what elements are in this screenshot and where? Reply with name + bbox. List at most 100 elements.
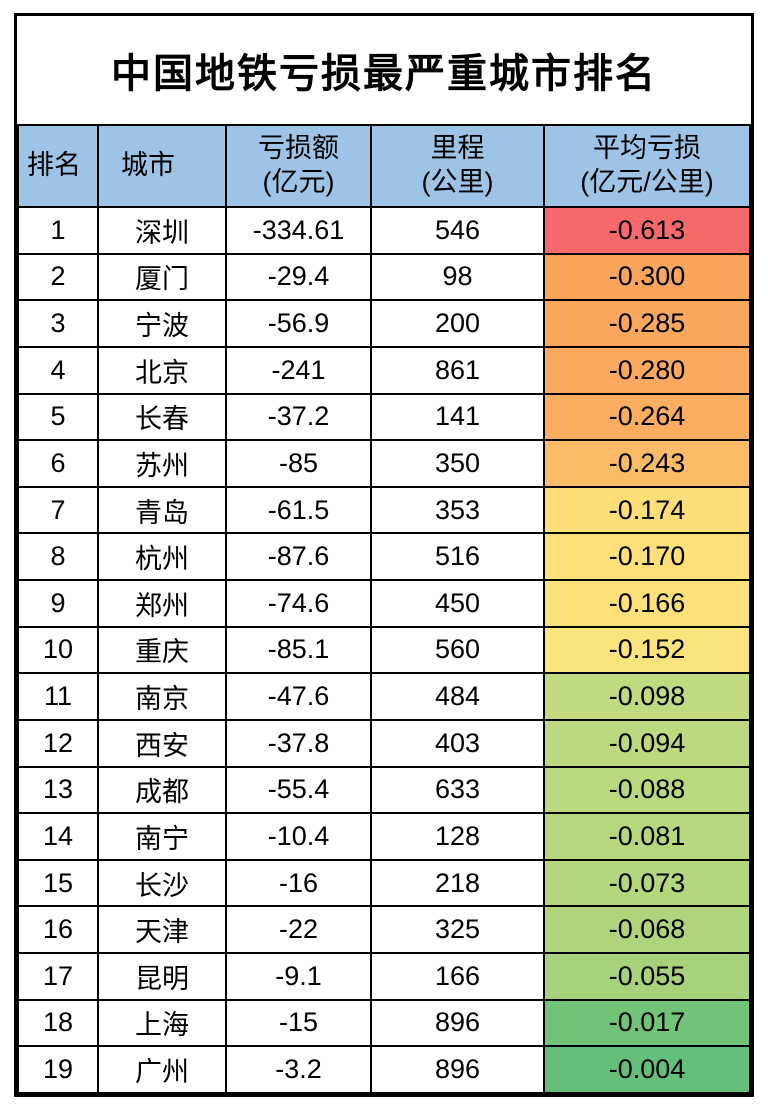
rank-cell: 13 [17,765,99,815]
avg-loss-cell: -0.068 [543,905,751,954]
header-avg-loss-line2: (亿元/公里) [580,167,714,197]
loss-cell: -61.5 [225,485,372,535]
rank-cell: 17 [17,952,99,1001]
rank-cell: 3 [17,299,99,348]
avg-loss-cell: -0.264 [543,392,751,442]
city-cell: 南京 [97,672,227,721]
loss-cell: -334.61 [225,206,372,255]
mileage-cell: 350 [370,439,545,488]
avg-loss-cell: -0.017 [543,998,751,1048]
table-row: 10 重庆 -85.1 560 -0.152 [17,625,751,675]
header-mileage-line1: 里程 [430,133,485,164]
avg-loss-cell: -0.170 [543,532,751,581]
table-row: 4 北京 -241 861 -0.280 [17,345,751,395]
table-row: 6 苏州 -85 350 -0.243 [17,439,751,488]
mileage-cell: 896 [370,998,545,1048]
city-cell: 苏州 [97,439,227,488]
rank-cell: 2 [17,252,99,302]
mileage-cell: 166 [370,952,545,1001]
loss-cell: -10.4 [225,812,372,861]
mileage-cell: 633 [370,765,545,815]
rank-cell: 14 [17,812,99,861]
loss-cell: -87.6 [225,532,372,581]
avg-loss-cell: -0.300 [543,252,751,302]
avg-loss-cell: -0.243 [543,439,751,488]
loss-cell: -47.6 [225,672,372,721]
table-row: 15 长沙 -16 218 -0.073 [17,858,751,908]
rank-cell: 10 [17,625,99,675]
table-row: 11 南京 -47.6 484 -0.098 [17,672,751,721]
city-cell: 西安 [97,718,227,768]
table-row: 17 昆明 -9.1 166 -0.055 [17,952,751,1001]
mileage-cell: 516 [370,532,545,581]
rank-cell: 5 [17,392,99,442]
loss-cell: -29.4 [225,252,372,302]
mileage-cell: 141 [370,392,545,442]
header-mileage: 里程 (公里) [370,124,545,208]
header-avg-loss-line1: 平均亏损 [593,133,701,164]
city-cell: 长沙 [97,858,227,908]
table-frame: 中国地铁亏损最严重城市排名 排名 城市 亏损额 (亿元) [14,13,754,1097]
mileage-cell: 98 [370,252,545,302]
table-row: 12 西安 -37.8 403 -0.094 [17,718,751,768]
header-loss-line2: (亿元) [262,167,335,197]
table-row: 1 深圳 -334.61 546 -0.613 [17,206,751,255]
mileage-cell: 218 [370,858,545,908]
mileage-cell: 200 [370,299,545,348]
loss-cell: -55.4 [225,765,372,815]
table-row: 19 广州 -3.2 896 -0.004 [17,1045,751,1094]
city-cell: 深圳 [97,206,227,255]
avg-loss-cell: -0.174 [543,485,751,535]
city-cell: 北京 [97,345,227,395]
city-cell: 杭州 [97,532,227,581]
table-row: 8 杭州 -87.6 516 -0.170 [17,532,751,581]
avg-loss-cell: -0.004 [543,1045,751,1094]
table-row: 5 长春 -37.2 141 -0.264 [17,392,751,442]
avg-loss-cell: -0.280 [543,345,751,395]
rank-cell: 18 [17,998,99,1048]
header-city: 城市 [97,124,227,208]
table-row: 13 成都 -55.4 633 -0.088 [17,765,751,815]
city-cell: 南宁 [97,812,227,861]
city-cell: 厦门 [97,252,227,302]
mileage-cell: 546 [370,206,545,255]
loss-cell: -3.2 [225,1045,372,1094]
header-row: 排名 城市 亏损额 (亿元) 里程 (公里) 平均亏损 (亿元/公里) [17,124,751,208]
table-row: 7 青岛 -61.5 353 -0.174 [17,485,751,535]
avg-loss-cell: -0.094 [543,718,751,768]
header-avg-loss: 平均亏损 (亿元/公里) [543,124,751,208]
avg-loss-cell: -0.088 [543,765,751,815]
table-row: 16 天津 -22 325 -0.068 [17,905,751,954]
table-body: 1 深圳 -334.61 546 -0.613 2 厦门 -29.4 98 -0.300 3 宁波 -5… [17,206,751,1094]
table-row: 3 宁波 -56.9 200 -0.285 [17,299,751,348]
metro-loss-table: 排名 城市 亏损额 (亿元) 里程 (公里) 平均亏损 (亿元/公里) [17,124,751,1094]
city-cell: 上海 [97,998,227,1048]
mileage-cell: 403 [370,718,545,768]
loss-cell: -85 [225,439,372,488]
rank-cell: 1 [17,206,99,255]
rank-cell: 6 [17,439,99,488]
rank-cell: 4 [17,345,99,395]
loss-cell: -37.2 [225,392,372,442]
loss-cell: -9.1 [225,952,372,1001]
rank-cell: 11 [17,672,99,721]
city-cell: 重庆 [97,625,227,675]
rank-cell: 19 [17,1045,99,1094]
mileage-cell: 560 [370,625,545,675]
mileage-cell: 353 [370,485,545,535]
mileage-cell: 861 [370,345,545,395]
page-title: 中国地铁亏损最严重城市排名 [111,52,657,96]
mileage-cell: 128 [370,812,545,861]
city-cell: 成都 [97,765,227,815]
avg-loss-cell: -0.613 [543,206,751,255]
avg-loss-cell: -0.152 [543,625,751,675]
loss-cell: -241 [225,345,372,395]
rank-cell: 7 [17,485,99,535]
city-cell: 长春 [97,392,227,442]
table-row: 14 南宁 -10.4 128 -0.081 [17,812,751,861]
loss-cell: -16 [225,858,372,908]
city-cell: 天津 [97,905,227,954]
header-loss: 亏损额 (亿元) [225,124,372,208]
loss-cell: -37.8 [225,718,372,768]
header-loss-line1: 亏损额 [258,133,339,164]
